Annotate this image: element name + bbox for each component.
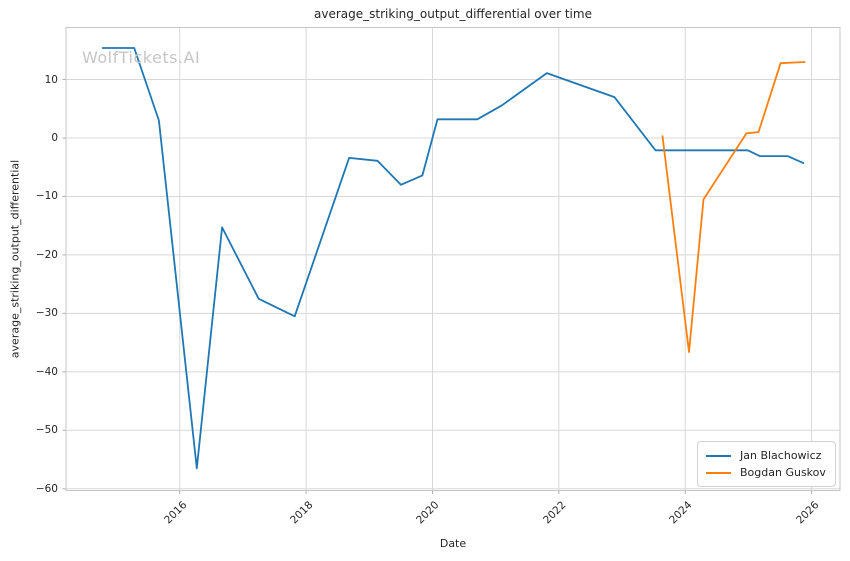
legend-label: Jan Blachowicz [740,449,822,462]
y-tick-label: −40 [35,365,58,378]
legend-line-sample [706,471,731,474]
y-tick-label: −20 [35,248,58,261]
y-tick-label: −10 [35,190,58,203]
legend-label: Bogdan Guskov [740,466,826,479]
y-tick-label: −30 [35,307,58,320]
chart-title: average_striking_output_differential ove… [314,7,592,21]
y-tick-label: 10 [44,73,58,86]
legend-item: Jan Blachowicz [706,447,827,464]
legend-item: Bogdan Guskov [706,464,827,481]
y-tick-label: −50 [35,424,58,437]
series-line-jan-blachowicz [101,47,805,470]
legend: Jan Blachowicz Bogdan Guskov [697,441,836,487]
y-tick-label: 0 [51,131,58,144]
x-axis-label: Date [439,537,467,550]
legend-line-sample [706,454,731,457]
y-axis-label: average_striking_output_differential [8,159,22,359]
series-line-bogdan-guskov [661,61,806,353]
y-tick-label: −60 [35,482,58,495]
watermark-text: WolfTickets.AI [82,48,201,67]
axes-spines [65,27,841,491]
